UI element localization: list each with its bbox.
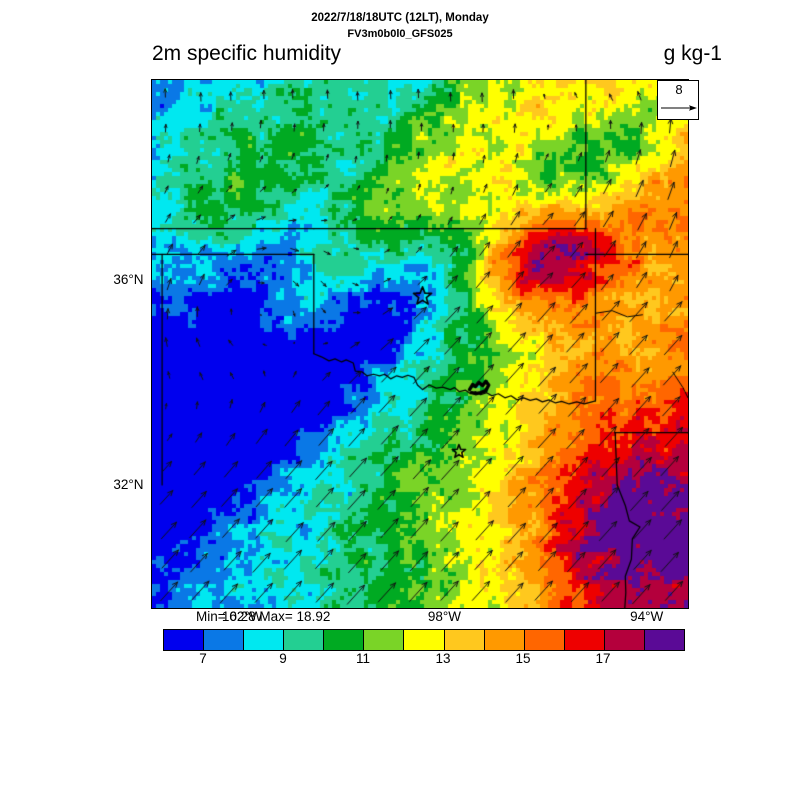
colorbar-tick-17: 17 bbox=[595, 651, 611, 666]
colorbar-segment-12 bbox=[644, 630, 685, 650]
colorbar-tick-13: 13 bbox=[435, 651, 451, 666]
colorbar-segment-9 bbox=[524, 630, 565, 650]
colorbar-segment-1 bbox=[204, 630, 245, 650]
vector-key-value: 8 bbox=[675, 82, 683, 97]
page-title: 2m specific humidity bbox=[152, 42, 342, 65]
colorbar-segment-2 bbox=[244, 630, 285, 650]
colorbar-segment-5 bbox=[364, 630, 405, 650]
right-arrow-icon bbox=[661, 105, 697, 111]
colorbar bbox=[163, 629, 685, 651]
colorbar-segment-0 bbox=[164, 630, 205, 650]
colorbar-tick-15: 15 bbox=[515, 651, 531, 666]
colorbar-tick-7: 7 bbox=[199, 651, 207, 666]
colorbar-tick-11: 11 bbox=[355, 651, 370, 666]
colorbar-segment-3 bbox=[284, 630, 325, 650]
wind-vectors-and-borders bbox=[152, 80, 688, 608]
colorbar-segment-6 bbox=[404, 630, 445, 650]
header-datetime: 2022/7/18/18UTC (12LT), Monday bbox=[311, 12, 489, 24]
colorbar-tick-9: 9 bbox=[279, 651, 287, 666]
colorbar-segment-11 bbox=[604, 630, 645, 650]
lon-label-102w: 102°W bbox=[221, 609, 263, 624]
units-label: g kg-1 bbox=[663, 42, 722, 65]
lat-label-32n: 32°N bbox=[113, 476, 144, 492]
header-model-name: FV3m0b0l0_GFS025 bbox=[347, 28, 453, 40]
colorbar-segment-10 bbox=[564, 630, 605, 650]
lon-label-98w: 98°W bbox=[427, 609, 462, 624]
map-plot-area bbox=[152, 80, 688, 608]
vector-reference-key: 8 bbox=[657, 80, 699, 120]
colorbar-segment-8 bbox=[484, 630, 525, 650]
lon-label-94w: 94°W bbox=[630, 609, 664, 624]
lat-label-36n: 36°N bbox=[113, 271, 144, 287]
min-max-annotation: Min= 6.28 Max= 18.92 bbox=[196, 609, 331, 624]
colorbar-segment-7 bbox=[444, 630, 485, 650]
colorbar-segment-4 bbox=[324, 630, 365, 650]
